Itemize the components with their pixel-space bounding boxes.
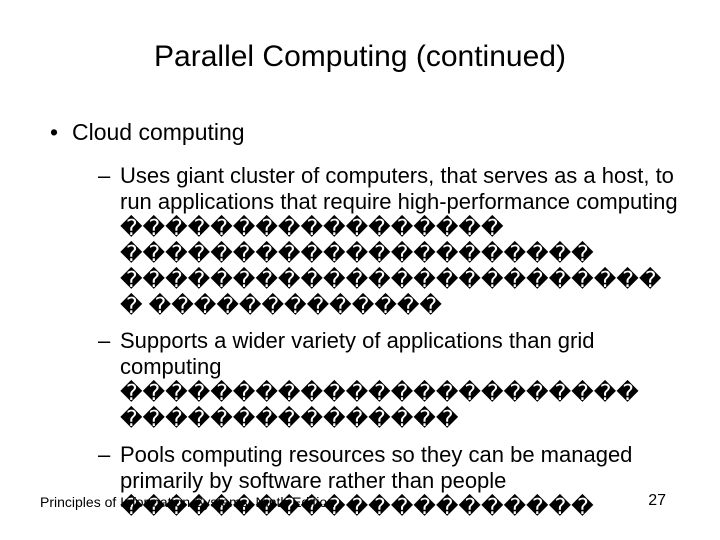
dash-marker: – — [98, 442, 120, 468]
dash-marker: – — [98, 328, 120, 354]
slide-container: Parallel Computing (continued) •Cloud co… — [0, 0, 720, 540]
sub-bullet-text: Supports a wider variety of applications… — [120, 328, 639, 431]
slide-title: Parallel Computing (continued) — [40, 40, 680, 74]
bullet-marker: • — [50, 118, 72, 147]
bullet-text: Cloud computing — [72, 119, 245, 145]
bullet-level1: •Cloud computing — [50, 118, 680, 147]
footer-source: Principles of Information Systems, Ninth… — [40, 494, 335, 510]
sub-bullet-text: Uses giant cluster of computers, that se… — [120, 163, 678, 318]
dash-marker: – — [98, 163, 120, 189]
page-number: 27 — [648, 492, 666, 510]
bullet-level2: –Uses giant cluster of computers, that s… — [98, 163, 680, 319]
bullet-level2: –Supports a wider variety of application… — [98, 328, 680, 432]
